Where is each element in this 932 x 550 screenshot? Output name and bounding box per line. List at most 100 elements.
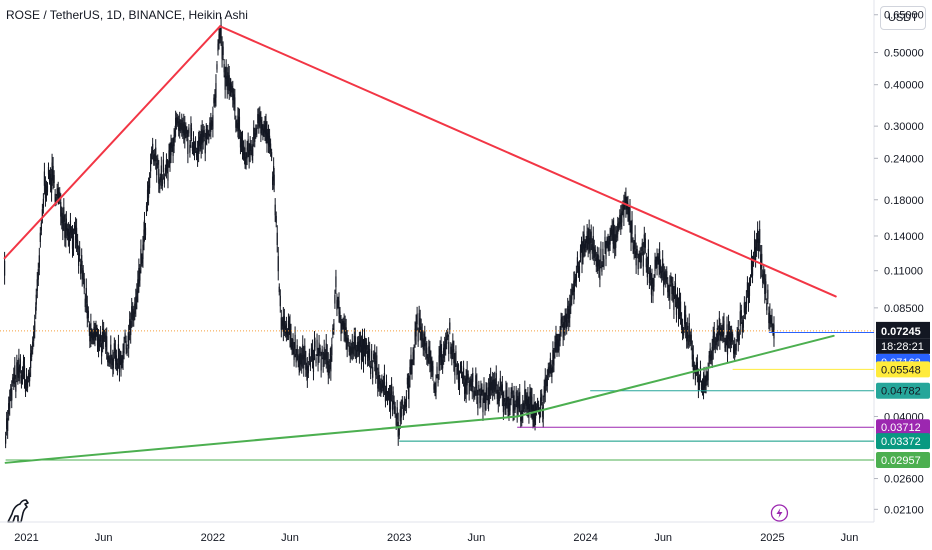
candle: [226, 75, 228, 91]
candle: [771, 315, 773, 326]
candle: [559, 331, 561, 341]
candle: [637, 259, 639, 270]
candle: [492, 379, 494, 393]
candle: [267, 132, 270, 146]
candle: [386, 394, 389, 402]
candle: [141, 257, 143, 264]
candle: [563, 322, 565, 334]
candle: [150, 160, 152, 172]
candle: [220, 24, 222, 38]
candle: [312, 358, 315, 372]
candle: [456, 367, 458, 376]
candle: [471, 380, 473, 393]
candle: [720, 327, 722, 336]
candle: [24, 384, 27, 393]
candle: [316, 339, 318, 350]
candle: [219, 32, 221, 40]
candle: [392, 391, 394, 400]
candle: [648, 273, 651, 283]
candle: [609, 234, 611, 245]
candle: [726, 340, 729, 355]
candle: [482, 398, 484, 413]
candle: [69, 220, 72, 234]
chart-title: ROSE / TetherUS, 1D, BINANCE, Heikin Ash…: [6, 8, 248, 22]
candle: [93, 327, 95, 338]
price-tag: [876, 433, 930, 450]
candle: [680, 317, 683, 328]
countdown-tag: [876, 338, 930, 354]
candle: [293, 348, 295, 360]
candle: [299, 353, 301, 366]
candle: [760, 254, 762, 270]
candle: [480, 387, 482, 401]
candle: [364, 345, 367, 358]
candle: [711, 346, 713, 360]
candle: [173, 135, 175, 147]
candle: [769, 311, 771, 324]
candle: [248, 150, 250, 162]
candle: [491, 381, 493, 391]
candle: [562, 324, 564, 338]
candle: [736, 331, 738, 338]
candle: [653, 278, 655, 287]
currency-button[interactable]: USDT: [880, 6, 926, 30]
candle: [726, 324, 728, 338]
candle: [98, 338, 101, 347]
candle: [241, 138, 244, 152]
candle: [359, 337, 362, 347]
candle: [361, 337, 364, 353]
candle: [614, 234, 616, 250]
candle: [249, 143, 251, 156]
candle: [721, 329, 723, 337]
candle: [695, 362, 697, 371]
candle: [371, 350, 373, 362]
candle: [345, 327, 347, 342]
candle: [263, 125, 265, 133]
x-tick-label: 2021: [14, 532, 38, 544]
candle: [410, 354, 412, 368]
candle: [387, 391, 390, 398]
candle: [43, 171, 46, 186]
candle: [185, 126, 187, 134]
candle: [592, 235, 594, 252]
price-tag-label: 0.05548: [881, 364, 921, 376]
candle: [475, 375, 477, 388]
candle: [613, 226, 615, 241]
candle: [411, 364, 413, 375]
candle: [116, 363, 119, 371]
candle: [705, 374, 707, 386]
candle: [61, 212, 63, 224]
candle: [697, 376, 700, 390]
candle: [358, 340, 361, 355]
candle: [9, 396, 11, 409]
candle: [601, 265, 603, 272]
candle: [239, 136, 242, 148]
candle: [532, 411, 534, 422]
candle: [450, 346, 452, 355]
candle: [568, 309, 570, 323]
candle: [344, 322, 346, 336]
candle: [529, 391, 531, 405]
candle: [182, 123, 184, 134]
candle: [646, 264, 648, 278]
candle: [566, 319, 568, 329]
candle: [230, 83, 232, 93]
candle: [235, 120, 237, 128]
candle: [146, 189, 149, 203]
candle: [186, 130, 188, 138]
candle: [390, 383, 393, 395]
candle: [557, 339, 559, 348]
candle: [164, 167, 167, 174]
candle: [378, 371, 380, 385]
candle: [89, 330, 91, 342]
candle: [599, 267, 601, 280]
candle: [132, 308, 134, 321]
candle: [543, 386, 545, 398]
candle: [676, 293, 679, 303]
candle: [571, 289, 573, 300]
candle: [38, 255, 40, 268]
candle: [516, 399, 518, 414]
candle: [148, 178, 151, 188]
candle: [155, 147, 157, 162]
